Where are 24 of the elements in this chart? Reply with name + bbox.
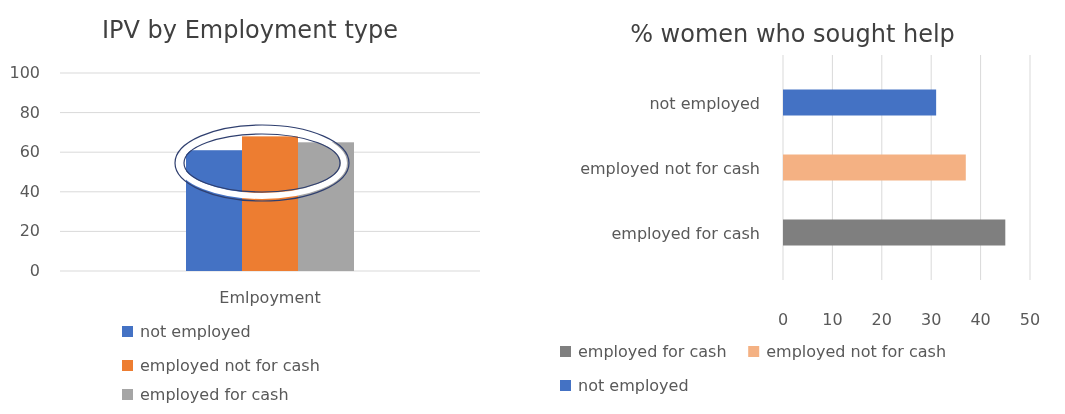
y-tick-label: employed not for cash [580,158,760,178]
y-tick-label: 100 [9,63,40,82]
legend-label: employed not for cash [140,356,320,375]
legend-label: not employed [140,322,251,341]
x-tick-label: 30 [921,310,942,329]
y-tick-label: employed for cash [611,223,760,243]
legend-label: employed not for cash [766,342,947,361]
legend-label: employed for cash [578,342,727,361]
legend-label: employed for cash [140,385,289,404]
y-tick-label: 60 [19,142,40,162]
x-tick-label: 0 [777,310,789,329]
x-tick-label: 20 [871,310,892,329]
x-tick-label: 40 [970,310,991,329]
y-tick-label: not employed [649,93,760,113]
x-tick-label: 50 [1019,310,1041,329]
y-tick-label: 20 [19,221,40,241]
chart-title: % women who sought help [630,20,955,48]
chart-title: IPV by Employment type [101,16,399,44]
legend-label: not employed [578,376,689,395]
y-tick-label: 0 [29,261,40,280]
y-tick-label: 80 [19,102,40,122]
y-tick-label: 40 [19,181,40,201]
x-tick-label: Emlpoyment [219,288,321,307]
x-tick-label: 10 [822,310,843,329]
